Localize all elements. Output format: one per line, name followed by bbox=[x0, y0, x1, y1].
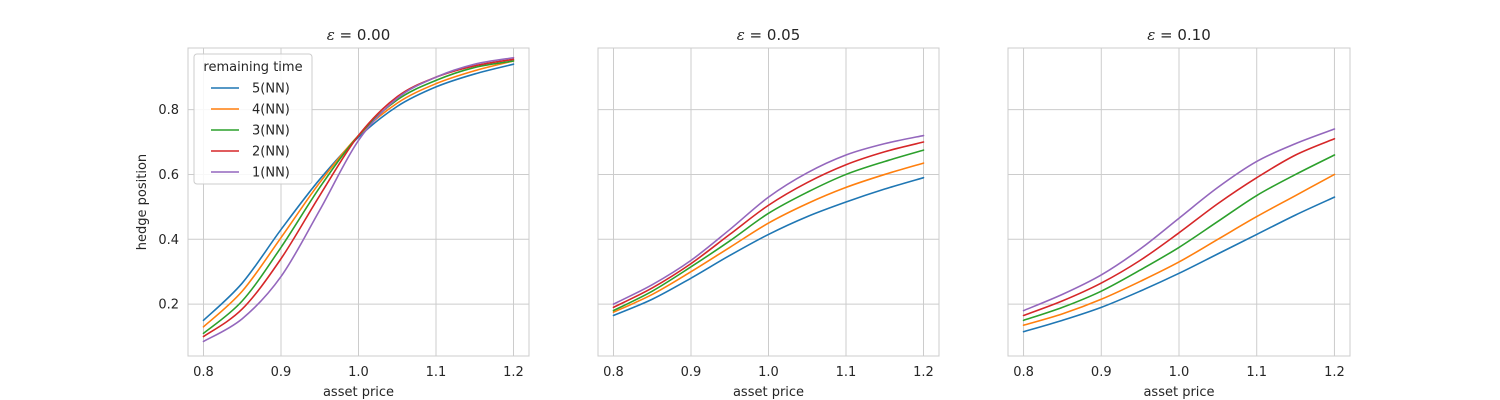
y-tick-label: 0.6 bbox=[158, 168, 179, 183]
panel-3: 0.8 0.9 1.0 1.1 1.2 ε = 0.10 asset price bbox=[1007, 26, 1351, 400]
title-value: = 0.10 bbox=[1155, 26, 1211, 44]
panel-1: 0.8 0.9 1.0 1.1 1.2 0.2 0.4 0.6 0.8 ε = 0.00 asset… bbox=[135, 26, 530, 400]
series-line-4 bbox=[202, 58, 515, 338]
x-tick-label: 1.2 bbox=[1324, 365, 1345, 380]
x-tick-label: 1.1 bbox=[1246, 365, 1267, 380]
x-tick-label: 0.9 bbox=[681, 365, 702, 380]
plot-frame bbox=[597, 47, 940, 357]
title-value: = 0.05 bbox=[745, 26, 801, 44]
series-line-2 bbox=[612, 162, 925, 314]
x-tick-label: 1.2 bbox=[913, 365, 934, 380]
title-value: = 0.00 bbox=[335, 26, 391, 44]
series-line-1 bbox=[612, 176, 925, 317]
title-symbol: ε bbox=[1147, 26, 1155, 44]
x-tick-label: 1.1 bbox=[836, 365, 857, 380]
x-tick-label: 1.0 bbox=[758, 365, 779, 380]
legend-entry-4: 2(NN) bbox=[252, 145, 290, 160]
y-axis-label: hedge position bbox=[135, 154, 150, 250]
x-tick-label: 1.0 bbox=[348, 365, 369, 380]
series-line-3 bbox=[1022, 154, 1336, 322]
x-axis-label: asset price bbox=[733, 385, 804, 400]
legend: remaining time 5(NN) 4(NN) 3(NN) 2(NN) 1(NN) bbox=[193, 53, 313, 185]
series-line-4 bbox=[1022, 137, 1336, 317]
legend-entry-1: 5(NN) bbox=[252, 82, 290, 97]
x-tick-label: 1.2 bbox=[503, 365, 524, 380]
x-tick-label: 1.1 bbox=[426, 365, 447, 380]
title-symbol: ε bbox=[327, 26, 335, 44]
legend-entry-2: 4(NN) bbox=[252, 103, 290, 118]
x-axis-label: asset price bbox=[1143, 385, 1214, 400]
series-line-3 bbox=[612, 149, 925, 312]
series-line-5 bbox=[202, 56, 515, 343]
legend-title: remaining time bbox=[203, 60, 302, 75]
plot-frame bbox=[1007, 47, 1351, 357]
x-tick-label: 0.8 bbox=[193, 365, 214, 380]
series-line-4 bbox=[612, 141, 925, 309]
title-symbol: ε bbox=[737, 26, 745, 44]
panel-title: ε = 0.05 bbox=[737, 26, 801, 44]
series-line-5 bbox=[1022, 128, 1336, 312]
legend-entry-5: 1(NN) bbox=[252, 166, 290, 181]
series-line-2 bbox=[1022, 173, 1336, 326]
series-line-1 bbox=[202, 63, 515, 322]
y-tick-label: 0.4 bbox=[158, 233, 179, 248]
x-tick-label: 1.0 bbox=[1169, 365, 1190, 380]
x-tick-label: 0.8 bbox=[603, 365, 624, 380]
series-line-1 bbox=[1022, 196, 1336, 333]
y-tick-label: 0.8 bbox=[158, 103, 179, 118]
plot-frame bbox=[187, 47, 530, 357]
panel-title: ε = 0.00 bbox=[327, 26, 391, 44]
x-tick-label: 0.8 bbox=[1013, 365, 1034, 380]
panel-2: 0.8 0.9 1.0 1.1 1.2 ε = 0.05 asset price bbox=[597, 26, 940, 400]
x-tick-label: 0.9 bbox=[271, 365, 292, 380]
series-line-5 bbox=[612, 134, 925, 305]
legend-entry-3: 3(NN) bbox=[252, 124, 290, 139]
x-tick-label: 0.9 bbox=[1091, 365, 1112, 380]
x-axis-label: asset price bbox=[323, 385, 394, 400]
panel-title: ε = 0.10 bbox=[1147, 26, 1211, 44]
y-tick-label: 0.2 bbox=[158, 298, 179, 313]
